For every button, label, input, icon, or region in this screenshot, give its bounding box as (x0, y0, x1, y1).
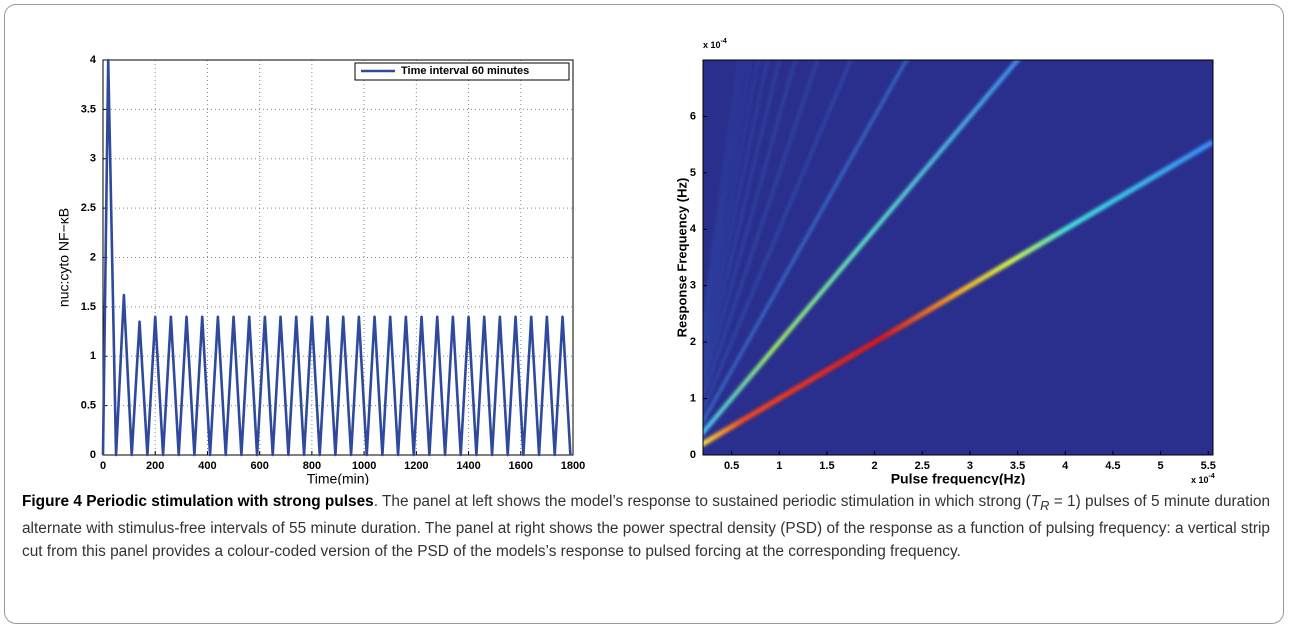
x-tick-label: 4 (1062, 460, 1069, 472)
y-multiplier-exp: -4 (721, 38, 727, 45)
y-tick-label: 3 (690, 280, 696, 292)
y-tick-label: 5 (690, 167, 696, 179)
axes-box (102, 59, 574, 456)
x-tick-label: 4.5 (1105, 460, 1120, 472)
x-tick-label: 2 (872, 460, 878, 472)
y-tick-label: 0 (690, 449, 696, 461)
x-tick-label: 200 (146, 460, 164, 472)
x-tick-label: 1200 (404, 460, 428, 472)
x-tick-label: 600 (250, 460, 268, 472)
caption-text: = 1) pulses of 5 minute duration alterna… (22, 493, 1270, 561)
x-tick-label: 1 (776, 460, 782, 472)
heatmap-streak (703, 60, 909, 425)
heatmap-streak (703, 60, 1021, 436)
x-tick-label: 1.5 (819, 460, 834, 472)
y-tick-label: 1 (90, 350, 96, 362)
caption-subscript: R (1040, 498, 1050, 514)
y-tick-label: 1 (690, 392, 696, 404)
x-tick-label: 1400 (456, 460, 480, 472)
heatmap-background (703, 60, 1213, 455)
x-tick-label: 800 (303, 460, 321, 472)
x-tick-label: 0.5 (724, 460, 739, 472)
x-tick-label: 3 (967, 460, 973, 472)
heatmap-streak (703, 60, 853, 414)
y-tick-label: 0 (90, 449, 96, 461)
x-tick-label: 1000 (352, 460, 376, 472)
legend-box (354, 62, 570, 81)
x-multiplier-base: x 10 (1191, 475, 1209, 485)
x-axis-label: Time(min) (307, 471, 369, 485)
heatmap-streak (703, 139, 1213, 447)
caption-text: . The panel at left shows the model’s re… (373, 493, 1031, 510)
x-tick-label: 5.5 (1201, 460, 1216, 472)
x-tick-label: 1600 (509, 460, 533, 472)
y-multiplier: x 10-4 (703, 38, 727, 51)
y-multiplier-base: x 10 (703, 40, 721, 50)
y-axis-label: nuc:cyto NF−κB (56, 208, 72, 307)
x-tick-label: 0 (100, 460, 106, 472)
y-tick-label: 4 (90, 54, 97, 66)
x-tick-label: 2.5 (915, 460, 930, 472)
caption-symbol: T (1030, 493, 1041, 510)
y-tick-label: 4 (690, 223, 697, 235)
y-tick-label: 1.5 (81, 301, 96, 313)
x-tick-label: 5 (1158, 460, 1164, 472)
caption-title: Figure 4 Periodic stimulation with stron… (22, 493, 374, 510)
x-tick-label: 400 (198, 460, 216, 472)
y-tick-label: 2.5 (81, 202, 96, 214)
y-tick-label: 3.5 (81, 103, 96, 115)
y-tick-label: 3 (90, 153, 96, 165)
caption: Figure 4 Periodic stimulation with stron… (22, 490, 1270, 563)
y-tick-label: 6 (690, 110, 696, 122)
y-tick-label: 0.5 (81, 400, 96, 412)
y-axis-label: Response Frequency (Hz) (674, 178, 689, 338)
x-tick-label: 3.5 (1010, 460, 1025, 472)
legend-label: Time interval 60 minutes (401, 65, 529, 77)
figure-frame (4, 4, 1284, 624)
y-tick-label: 2 (90, 251, 96, 263)
axes-box (702, 59, 1214, 456)
heatmap-streak (703, 60, 819, 404)
heatmap-streaks (703, 60, 1213, 447)
y-tick-label: 2 (690, 336, 696, 348)
x-multiplier: x 10-4 (1191, 473, 1215, 485)
data-line (101, 58, 572, 457)
figure: 0 200 400 600 800 1000 1200 1400 1600 1800 0 0.5 1 1.… (56, 38, 1216, 485)
x-axis-label: Pulse frequency(Hz) (891, 471, 1026, 485)
x-tick-label: 1800 (561, 460, 585, 472)
x-multiplier-exp: -4 (1209, 473, 1215, 480)
